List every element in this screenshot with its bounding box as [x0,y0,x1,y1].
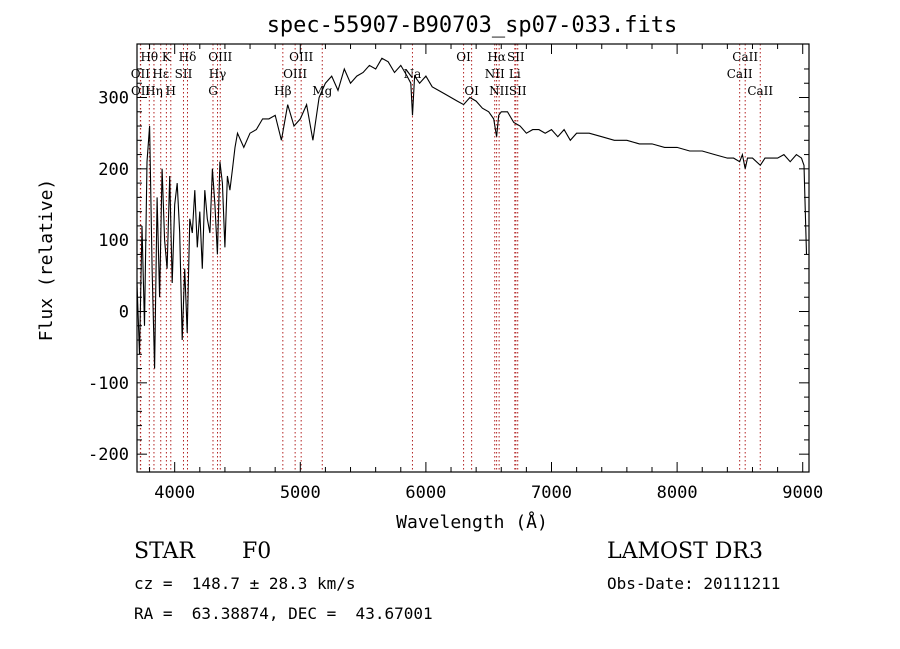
y-tick-label: 200 [98,160,129,180]
spectral-line-label: Hθ [140,50,158,64]
object-class: STAR [134,539,195,564]
y-tick-label: -200 [88,445,129,465]
spectral-line-markers [139,44,761,472]
spectral-line-label: H [166,84,176,98]
spectral-line-label: CaII [732,50,758,64]
spectral-line-label: Hα [487,50,506,64]
spectral-line-label: OIII [289,50,313,64]
y-tick-label: 0 [119,303,129,323]
spectral-line-label: NII [489,84,509,98]
x-tick-label: 8000 [657,483,698,503]
spectral-line-label: OII [131,84,151,98]
spectral-line-label: SII [175,67,193,81]
spectral-line-label: OIII [208,50,232,64]
spectral-line-label: CaII [727,67,753,81]
x-tick-label: 6000 [405,483,446,503]
chart-title: spec-55907-B90703_sp07-033.fits [267,13,678,38]
x-axis-ticks: 4000 5000 6000 7000 8000 9000 [149,44,823,503]
spectral-line-label: OI [456,50,471,64]
spectral-line-label: SII [507,50,525,64]
spectral-line-label: NII [485,67,505,81]
spectrum-chart: spec-55907-B90703_sp07-033.fits Hθ OII OII… [36,13,823,533]
spectral-line-label: SII [509,84,527,98]
spectral-line-label: OIII [283,67,307,81]
y-tick-label: 100 [98,231,129,251]
spectrum-line [136,57,808,369]
spectral-line-label: CaII [747,84,773,98]
y-axis-ticks: -200 -100 0 100 200 300 [88,68,809,465]
y-axis-label: Flux (relative) [36,179,57,342]
survey-name: LAMOST DR3 [607,539,763,564]
spectral-line-label: G [208,84,218,98]
y-tick-label: 300 [98,89,129,109]
object-subclass: F0 [242,539,272,564]
x-tick-label: 7000 [531,483,572,503]
spectral-line-label: OII [131,67,151,81]
x-tick-label: 4000 [154,483,195,503]
spectral-line-label: Hε [152,67,169,81]
x-tick-label: 9000 [782,483,823,503]
spectral-line-label: K [162,50,172,64]
x-tick-label: 5000 [280,483,321,503]
spectral-line-label: Li [509,67,521,81]
coordinates: RA = 63.38874, DEC = 43.67001 [134,604,433,623]
spectral-line-label: Hβ [274,84,291,98]
y-tick-label: -100 [88,374,129,394]
spectral-line-label: OI [464,84,479,98]
spectral-line-label: Hγ [209,67,227,81]
spectral-line-label: Hδ [179,50,197,64]
plot-frame [136,43,810,473]
obs-date: Obs-Date: 20111211 [607,574,781,593]
x-axis-label: Wavelength (Å) [396,511,548,533]
redshift-readout: cz = 148.7 ± 28.3 km/s [134,574,356,593]
spectral-line-label: Hη [145,84,163,98]
